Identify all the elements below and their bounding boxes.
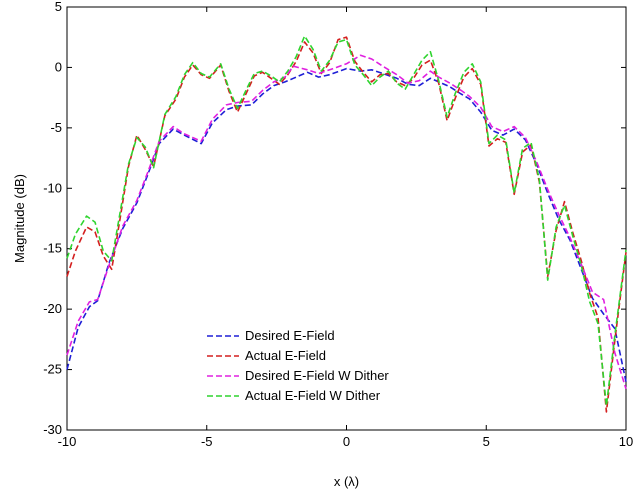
y-axis-label: Magnitude (dB) bbox=[12, 174, 27, 263]
y-tick-label: -10 bbox=[43, 180, 62, 195]
y-tick-label: 5 bbox=[55, 0, 62, 14]
y-tick-label: -25 bbox=[43, 362, 62, 377]
x-tick-label: -5 bbox=[201, 434, 213, 449]
x-tick-label: -10 bbox=[58, 434, 77, 449]
series-line bbox=[66, 35, 627, 407]
legend-label: Actual E-Field bbox=[245, 348, 326, 363]
legend-label: Desired E-Field bbox=[245, 328, 335, 343]
y-tick-label: -20 bbox=[43, 301, 62, 316]
y-tick-label: 0 bbox=[55, 59, 62, 74]
y-tick-label: -15 bbox=[43, 241, 62, 256]
series-line bbox=[66, 36, 627, 413]
y-tick-label: -5 bbox=[50, 120, 62, 135]
series-layer bbox=[66, 35, 627, 413]
legend-label: Desired E-Field W Dither bbox=[245, 368, 389, 383]
y-tick-label: -30 bbox=[43, 422, 62, 437]
legend: Desired E-Field Actual E-Field Desired E-F… bbox=[207, 328, 389, 403]
x-tick-label: 0 bbox=[343, 434, 350, 449]
plot-area bbox=[66, 6, 627, 431]
x-axis-label: x (λ) bbox=[334, 474, 359, 489]
axis-ticks: -10 -5 0 5 10 5 0 -5 -10 -15 -20 -25 -30 bbox=[43, 0, 633, 449]
x-tick-label: 5 bbox=[483, 434, 490, 449]
legend-label: Actual E-Field W Dither bbox=[245, 388, 381, 403]
x-tick-label: 10 bbox=[619, 434, 633, 449]
